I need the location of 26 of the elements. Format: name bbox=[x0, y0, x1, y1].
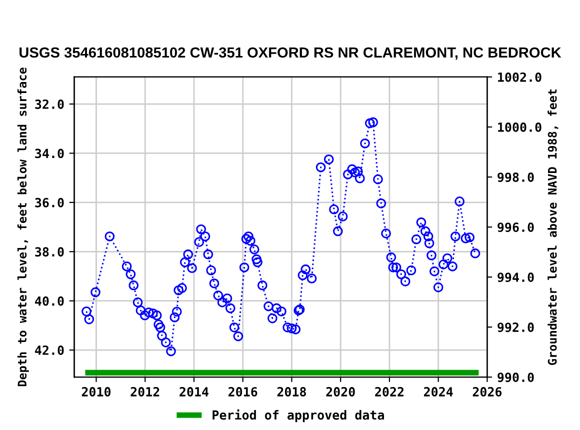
y-axis-title: Depth to water level, feet below land surface bbox=[17, 68, 29, 386]
x-tick-label: 2022 bbox=[375, 387, 404, 397]
y-tick-label: 34.0 bbox=[35, 148, 64, 158]
x-tick-label: 2012 bbox=[130, 387, 160, 397]
legend-label: Period of approved data bbox=[212, 409, 384, 422]
x-tick-label: 2010 bbox=[82, 387, 111, 397]
x-tick-label: 2018 bbox=[277, 387, 306, 397]
y2-tick-label: 1002.0 bbox=[498, 72, 542, 82]
y-tick-label: 36.0 bbox=[35, 198, 64, 208]
x-tick-label: 2016 bbox=[228, 387, 258, 397]
y-tick-label: 32.0 bbox=[35, 100, 64, 109]
y2-tick-label: 990.0 bbox=[498, 372, 534, 382]
x-tick-label: 2024 bbox=[424, 387, 453, 397]
x-tick-label: 2026 bbox=[472, 387, 502, 397]
y2-tick-label: 996.0 bbox=[498, 222, 534, 232]
y-tick-label: 38.0 bbox=[35, 247, 64, 257]
y-tick-label: 42.0 bbox=[35, 346, 64, 355]
x-tick-label: 2020 bbox=[326, 387, 355, 397]
chart-title: USGS 354616081085102 CW-351 OXFORD RS NR CLAREMONT, NC BEDROCK bbox=[20, 47, 562, 60]
y2-tick-label: 1000.0 bbox=[498, 122, 542, 132]
y2-tick-label: 994.0 bbox=[498, 272, 534, 282]
y-tick-label: 40.0 bbox=[35, 296, 64, 306]
y2-tick-label: 998.0 bbox=[498, 172, 534, 182]
x-tick-label: 2014 bbox=[180, 387, 208, 397]
y2-tick-label: 992.0 bbox=[498, 322, 534, 332]
y2-axis-title: Groundwater level above NAVD 1988, feet bbox=[548, 89, 558, 365]
